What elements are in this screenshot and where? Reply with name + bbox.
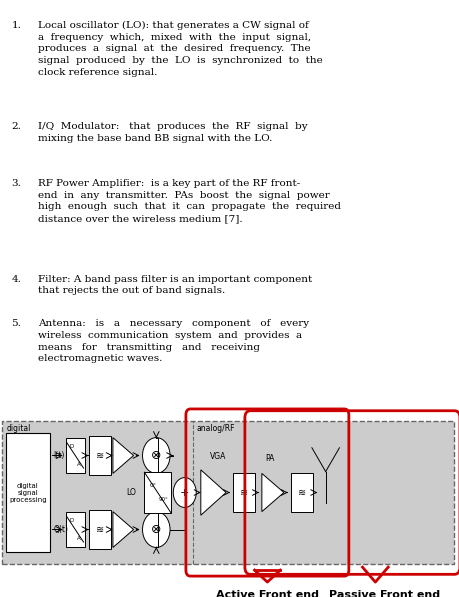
Text: ≋: ≋ [95,525,104,534]
Text: D: D [69,444,74,449]
Text: 1.: 1. [11,21,22,30]
Text: 3.: 3. [11,179,22,188]
Text: 90°: 90° [158,497,168,502]
Polygon shape [113,438,134,473]
Polygon shape [262,473,284,512]
Text: VGA: VGA [210,453,226,461]
Text: ≋: ≋ [240,488,248,497]
Text: Passive Front end: Passive Front end [329,590,440,597]
Text: digital
signal
processing: digital signal processing [9,482,46,503]
Text: LO: LO [126,488,136,497]
Text: ≋: ≋ [298,488,306,497]
Text: digital: digital [7,424,31,433]
FancyBboxPatch shape [145,472,171,513]
Text: ⊗: ⊗ [151,523,162,536]
FancyBboxPatch shape [66,438,85,473]
Text: A: A [77,462,81,467]
Text: analog/RF: analog/RF [196,424,235,433]
Text: 4.: 4. [11,275,22,284]
Text: Active Front end: Active Front end [216,590,319,597]
Text: Local oscillator (LO): that generates a CW signal of
a  frequency  which,  mixed: Local oscillator (LO): that generates a … [38,21,322,76]
FancyBboxPatch shape [89,436,111,475]
Text: D: D [69,518,74,523]
Polygon shape [113,512,134,547]
Polygon shape [201,470,226,515]
Text: Filter: A band pass filter is an important component
that rejects the out of ban: Filter: A band pass filter is an importa… [38,275,312,296]
Text: A: A [77,536,81,541]
Text: ⊗: ⊗ [151,449,162,462]
FancyBboxPatch shape [233,473,255,512]
Text: ≋: ≋ [95,451,104,460]
Circle shape [174,478,196,507]
Text: +: + [180,488,190,497]
Text: Antenna:   is   a   necessary   component   of   every
wireless  communication  : Antenna: is a necessary component of eve… [38,319,309,364]
Circle shape [142,512,170,547]
Text: RF Power Amplifier:  is a key part of the RF front-
end  in  any  transmitter.  : RF Power Amplifier: is a key part of the… [38,179,341,223]
Text: I(t): I(t) [53,451,65,460]
Text: 5.: 5. [11,319,22,328]
FancyBboxPatch shape [66,512,85,547]
FancyBboxPatch shape [291,473,313,512]
FancyBboxPatch shape [89,510,111,549]
Circle shape [142,438,170,473]
Text: I/Q  Modulator:   that  produces  the  RF  signal  by
mixing the base band BB si: I/Q Modulator: that produces the RF sign… [38,122,307,143]
FancyBboxPatch shape [6,433,50,552]
Text: 0°: 0° [150,483,157,488]
Text: Q(t): Q(t) [53,525,68,534]
FancyBboxPatch shape [2,421,454,564]
Text: PA: PA [265,454,275,463]
Text: 2.: 2. [11,122,22,131]
